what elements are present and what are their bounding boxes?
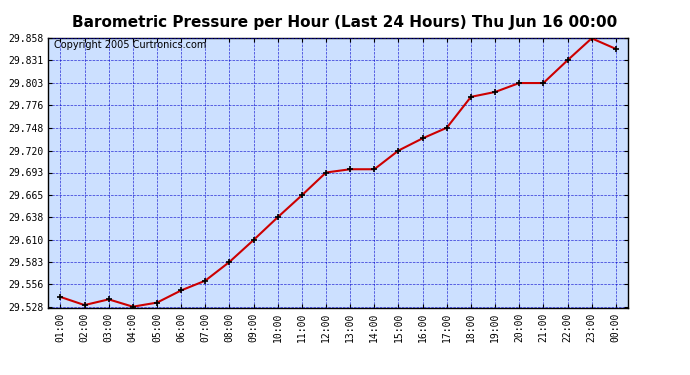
Text: Copyright 2005 Curtronics.com: Copyright 2005 Curtronics.com	[54, 40, 206, 50]
Text: Barometric Pressure per Hour (Last 24 Hours) Thu Jun 16 00:00: Barometric Pressure per Hour (Last 24 Ho…	[72, 15, 618, 30]
